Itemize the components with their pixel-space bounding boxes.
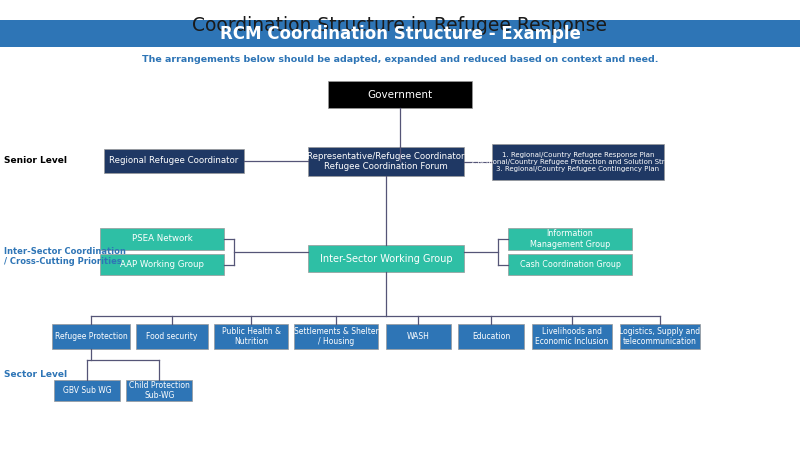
FancyBboxPatch shape [620, 324, 700, 349]
FancyBboxPatch shape [308, 245, 464, 272]
Text: Inter-Sector Coordination
/ Cross-Cutting Priorities: Inter-Sector Coordination / Cross-Cuttin… [4, 247, 126, 266]
Text: Inter-Sector Working Group: Inter-Sector Working Group [320, 254, 452, 264]
FancyBboxPatch shape [308, 147, 464, 176]
Text: PSEA Network: PSEA Network [132, 234, 192, 243]
Text: Logistics, Supply and
telecommunication: Logistics, Supply and telecommunication [619, 327, 701, 346]
Text: Coordination Structure in Refugee Response: Coordination Structure in Refugee Respon… [193, 16, 607, 35]
FancyBboxPatch shape [214, 324, 288, 349]
Text: Public Health &
Nutrition: Public Health & Nutrition [222, 327, 281, 346]
FancyBboxPatch shape [508, 228, 632, 250]
Text: Information
Management Group: Information Management Group [530, 229, 610, 249]
Text: The arrangements below should be adapted, expanded and reduced based on context : The arrangements below should be adapted… [142, 55, 658, 64]
FancyBboxPatch shape [54, 380, 120, 401]
Text: Government: Government [367, 90, 433, 99]
Text: 1. Regional/Country Refugee Response Plan
2.Regional/Country Refugee Protection : 1. Regional/Country Refugee Response Pla… [471, 152, 685, 172]
FancyBboxPatch shape [100, 254, 224, 275]
Text: Livelihoods and
Economic Inclusion: Livelihoods and Economic Inclusion [535, 327, 609, 346]
FancyBboxPatch shape [328, 81, 472, 108]
FancyBboxPatch shape [532, 324, 612, 349]
FancyBboxPatch shape [126, 380, 192, 401]
Text: Food security: Food security [146, 332, 198, 341]
Text: Child Protection
Sub-WG: Child Protection Sub-WG [129, 381, 190, 400]
Text: Representative/Refugee Coordinator
Refugee Coordination Forum: Representative/Refugee Coordinator Refug… [307, 152, 465, 171]
Text: RCM Coordination Structure - Example: RCM Coordination Structure - Example [219, 25, 581, 43]
Text: Sector Level: Sector Level [4, 370, 67, 379]
Text: AAP Working Group: AAP Working Group [120, 260, 204, 269]
FancyBboxPatch shape [386, 324, 451, 349]
FancyBboxPatch shape [492, 144, 664, 180]
Text: Cash Coordination Group: Cash Coordination Group [519, 260, 621, 269]
FancyBboxPatch shape [136, 324, 208, 349]
FancyBboxPatch shape [104, 148, 244, 173]
FancyBboxPatch shape [458, 324, 524, 349]
Text: Settlements & Shelter
/ Housing: Settlements & Shelter / Housing [294, 327, 378, 346]
Text: GBV Sub WG: GBV Sub WG [63, 386, 111, 395]
FancyBboxPatch shape [52, 324, 130, 349]
FancyBboxPatch shape [294, 324, 378, 349]
Text: Regional Refugee Coordinator: Regional Refugee Coordinator [110, 157, 238, 166]
Text: Senior Level: Senior Level [4, 156, 67, 165]
Text: Refugee Protection: Refugee Protection [55, 332, 127, 341]
Text: Education: Education [472, 332, 510, 341]
FancyBboxPatch shape [0, 20, 800, 47]
FancyBboxPatch shape [100, 228, 224, 250]
Text: WASH: WASH [407, 332, 430, 341]
FancyBboxPatch shape [508, 254, 632, 275]
